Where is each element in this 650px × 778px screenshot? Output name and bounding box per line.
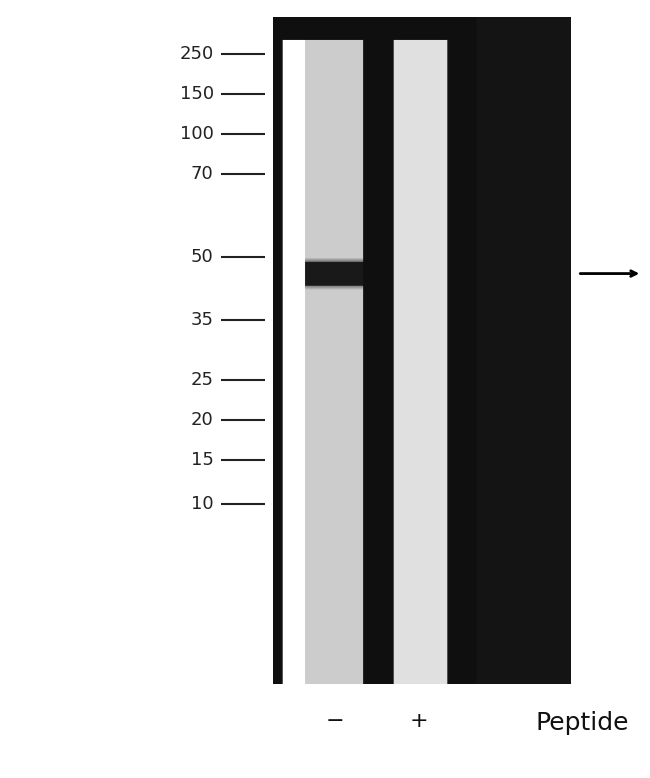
Text: −: − xyxy=(326,711,344,731)
Text: 10: 10 xyxy=(191,495,214,513)
Text: 250: 250 xyxy=(179,44,214,62)
Text: 35: 35 xyxy=(190,311,214,329)
Text: 15: 15 xyxy=(191,451,214,469)
Text: Peptide: Peptide xyxy=(536,711,629,734)
Text: 25: 25 xyxy=(190,371,214,389)
Text: +: + xyxy=(410,711,428,731)
Text: 100: 100 xyxy=(180,124,214,142)
Text: 150: 150 xyxy=(179,85,214,103)
Text: 20: 20 xyxy=(191,412,214,429)
Text: 70: 70 xyxy=(191,165,214,183)
Text: 50: 50 xyxy=(191,248,214,266)
